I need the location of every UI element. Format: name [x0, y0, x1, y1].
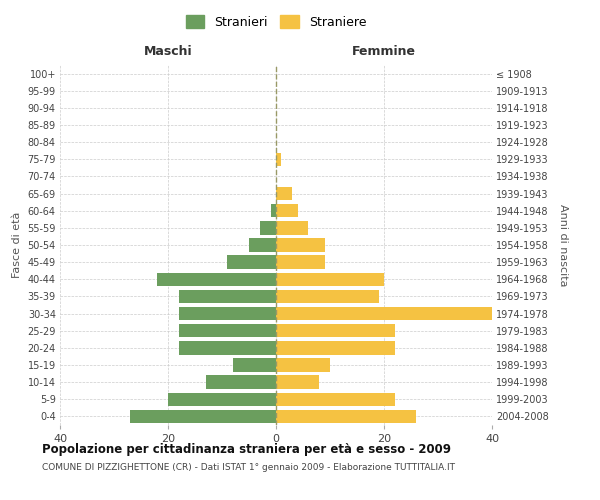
- Bar: [276, 376, 319, 389]
- Bar: [276, 358, 330, 372]
- Bar: [276, 290, 379, 303]
- Bar: [227, 256, 276, 269]
- Bar: [157, 272, 276, 286]
- Bar: [130, 410, 276, 423]
- Text: Femmine: Femmine: [352, 45, 416, 58]
- Text: Popolazione per cittadinanza straniera per età e sesso - 2009: Popolazione per cittadinanza straniera p…: [42, 442, 451, 456]
- Bar: [271, 204, 276, 218]
- Bar: [276, 307, 492, 320]
- Bar: [179, 307, 276, 320]
- Bar: [276, 238, 325, 252]
- Bar: [179, 290, 276, 303]
- Text: Maschi: Maschi: [143, 45, 193, 58]
- Text: COMUNE DI PIZZIGHETTONE (CR) - Dati ISTAT 1° gennaio 2009 - Elaborazione TUTTITA: COMUNE DI PIZZIGHETTONE (CR) - Dati ISTA…: [42, 462, 455, 471]
- Bar: [276, 272, 384, 286]
- Bar: [276, 256, 325, 269]
- Bar: [168, 392, 276, 406]
- Bar: [249, 238, 276, 252]
- Bar: [260, 221, 276, 234]
- Y-axis label: Fasce di età: Fasce di età: [12, 212, 22, 278]
- Y-axis label: Anni di nascita: Anni di nascita: [559, 204, 568, 286]
- Bar: [276, 410, 416, 423]
- Bar: [179, 324, 276, 338]
- Bar: [179, 341, 276, 354]
- Bar: [276, 204, 298, 218]
- Bar: [276, 341, 395, 354]
- Bar: [276, 221, 308, 234]
- Legend: Stranieri, Straniere: Stranieri, Straniere: [182, 11, 370, 32]
- Bar: [276, 324, 395, 338]
- Bar: [233, 358, 276, 372]
- Bar: [276, 187, 292, 200]
- Bar: [276, 392, 395, 406]
- Bar: [206, 376, 276, 389]
- Bar: [276, 152, 281, 166]
